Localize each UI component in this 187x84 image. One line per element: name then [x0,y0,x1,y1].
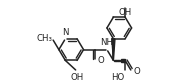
Polygon shape [112,39,115,60]
Polygon shape [123,59,125,62]
Text: N: N [62,28,69,37]
Polygon shape [114,60,116,61]
Text: CH₃: CH₃ [36,34,52,43]
Text: O: O [97,56,104,65]
Text: NH: NH [100,38,114,47]
Text: O: O [134,67,140,76]
Text: OH: OH [70,73,84,82]
Polygon shape [118,60,120,61]
Polygon shape [116,60,118,61]
Polygon shape [121,59,122,61]
Text: OH: OH [119,8,132,17]
Text: HO: HO [111,73,124,82]
